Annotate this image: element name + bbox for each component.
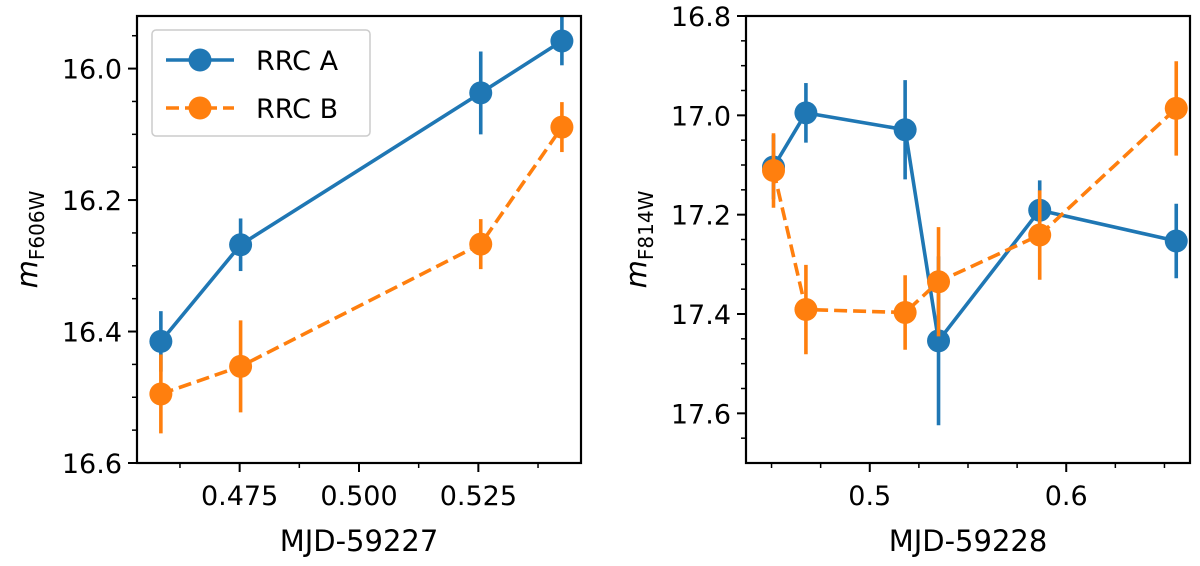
left-y-label-main: m [10, 260, 44, 288]
left-data-point-rrc-a [149, 329, 173, 353]
left-series-line-rrc-b [160, 126, 564, 396]
right-axes-frame [744, 14, 1192, 465]
left-data-point-rrc-b [149, 382, 173, 406]
right-x-axis-label: MJD-59228 [889, 524, 1048, 558]
left-y-label-subscript: F606W [25, 190, 49, 260]
left-x-tick-label: 0.500 [320, 481, 397, 512]
right-series-line-rrc-a [771, 111, 1177, 343]
left-data-point-rrc-b [469, 232, 493, 256]
right-data-point-rrc-b [927, 270, 951, 294]
right-y-tick-label: 17.0 [671, 101, 731, 132]
legend-marker-rrc-b [188, 96, 212, 120]
right-series-line-rrc-b [771, 107, 1178, 315]
right-data-point-rrc-b [1164, 96, 1188, 120]
left-axis-ticks: 0.475 0.500 0.525 16.0 16.2 16.4 16.6 [62, 34, 539, 512]
right-data-point-rrc-b [893, 301, 917, 325]
right-x-tick-label: 0.5 [848, 481, 891, 512]
right-plot-series [762, 61, 1188, 426]
right-x-tick-label: 0.6 [1045, 481, 1088, 512]
right-y-tick-label: 17.6 [671, 399, 731, 430]
legend-marker-rrc-a [188, 48, 212, 72]
legend: RRC A RRC B [151, 29, 371, 137]
right-y-tick-label: 17.2 [671, 201, 731, 232]
legend-label-rrc-b: RRC B [256, 94, 338, 125]
left-y-tick-label: 16.6 [62, 449, 122, 480]
right-data-point-rrc-a [927, 329, 951, 353]
left-data-point-rrc-b [550, 115, 574, 139]
left-x-tick-label: 0.525 [440, 481, 517, 512]
right-data-point-rrc-b [794, 298, 818, 322]
right-y-label-main: m [619, 260, 653, 288]
right-data-point-rrc-a [1164, 229, 1188, 253]
left-data-point-rrc-a [229, 233, 253, 257]
left-data-point-rrc-b [229, 354, 253, 378]
left-data-point-rrc-a [469, 81, 493, 105]
right-data-point-rrc-b [1028, 223, 1052, 247]
left-x-tick-label: 0.475 [201, 481, 278, 512]
right-y-tick-label: 17.4 [671, 300, 731, 331]
left-x-axis-label: MJD-59227 [280, 524, 439, 558]
left-y-axis-label: mF606W [10, 190, 49, 288]
legend-label-rrc-a: RRC A [256, 46, 339, 77]
right-axis-ticks: 0.5 0.6 16.8 17.0 17.2 17.4 17.6 [671, 2, 1166, 512]
right-y-tick-label: 16.8 [671, 2, 731, 33]
left-y-tick-label: 16.0 [62, 55, 122, 86]
right-data-point-rrc-b [762, 158, 786, 182]
left-y-tick-label: 16.4 [62, 318, 122, 349]
left-series-line-rrc-a [159, 39, 563, 343]
right-data-point-rrc-a [794, 101, 818, 125]
left-y-tick-label: 16.2 [62, 186, 122, 217]
right-data-point-rrc-a [893, 118, 917, 142]
left-plot-panel: 0.475 0.500 0.525 16.0 16.2 16.4 16.6 MJD-5922… [10, 14, 583, 558]
left-plot-series [149, 16, 574, 434]
left-data-point-rrc-a [550, 29, 574, 53]
right-y-label-subscript: F814W [634, 190, 658, 260]
right-y-axis-label: mF814W [619, 190, 658, 288]
right-plot-panel: 0.5 0.6 16.8 17.0 17.2 17.4 17.6 MJD-59228 mF8… [619, 2, 1192, 558]
